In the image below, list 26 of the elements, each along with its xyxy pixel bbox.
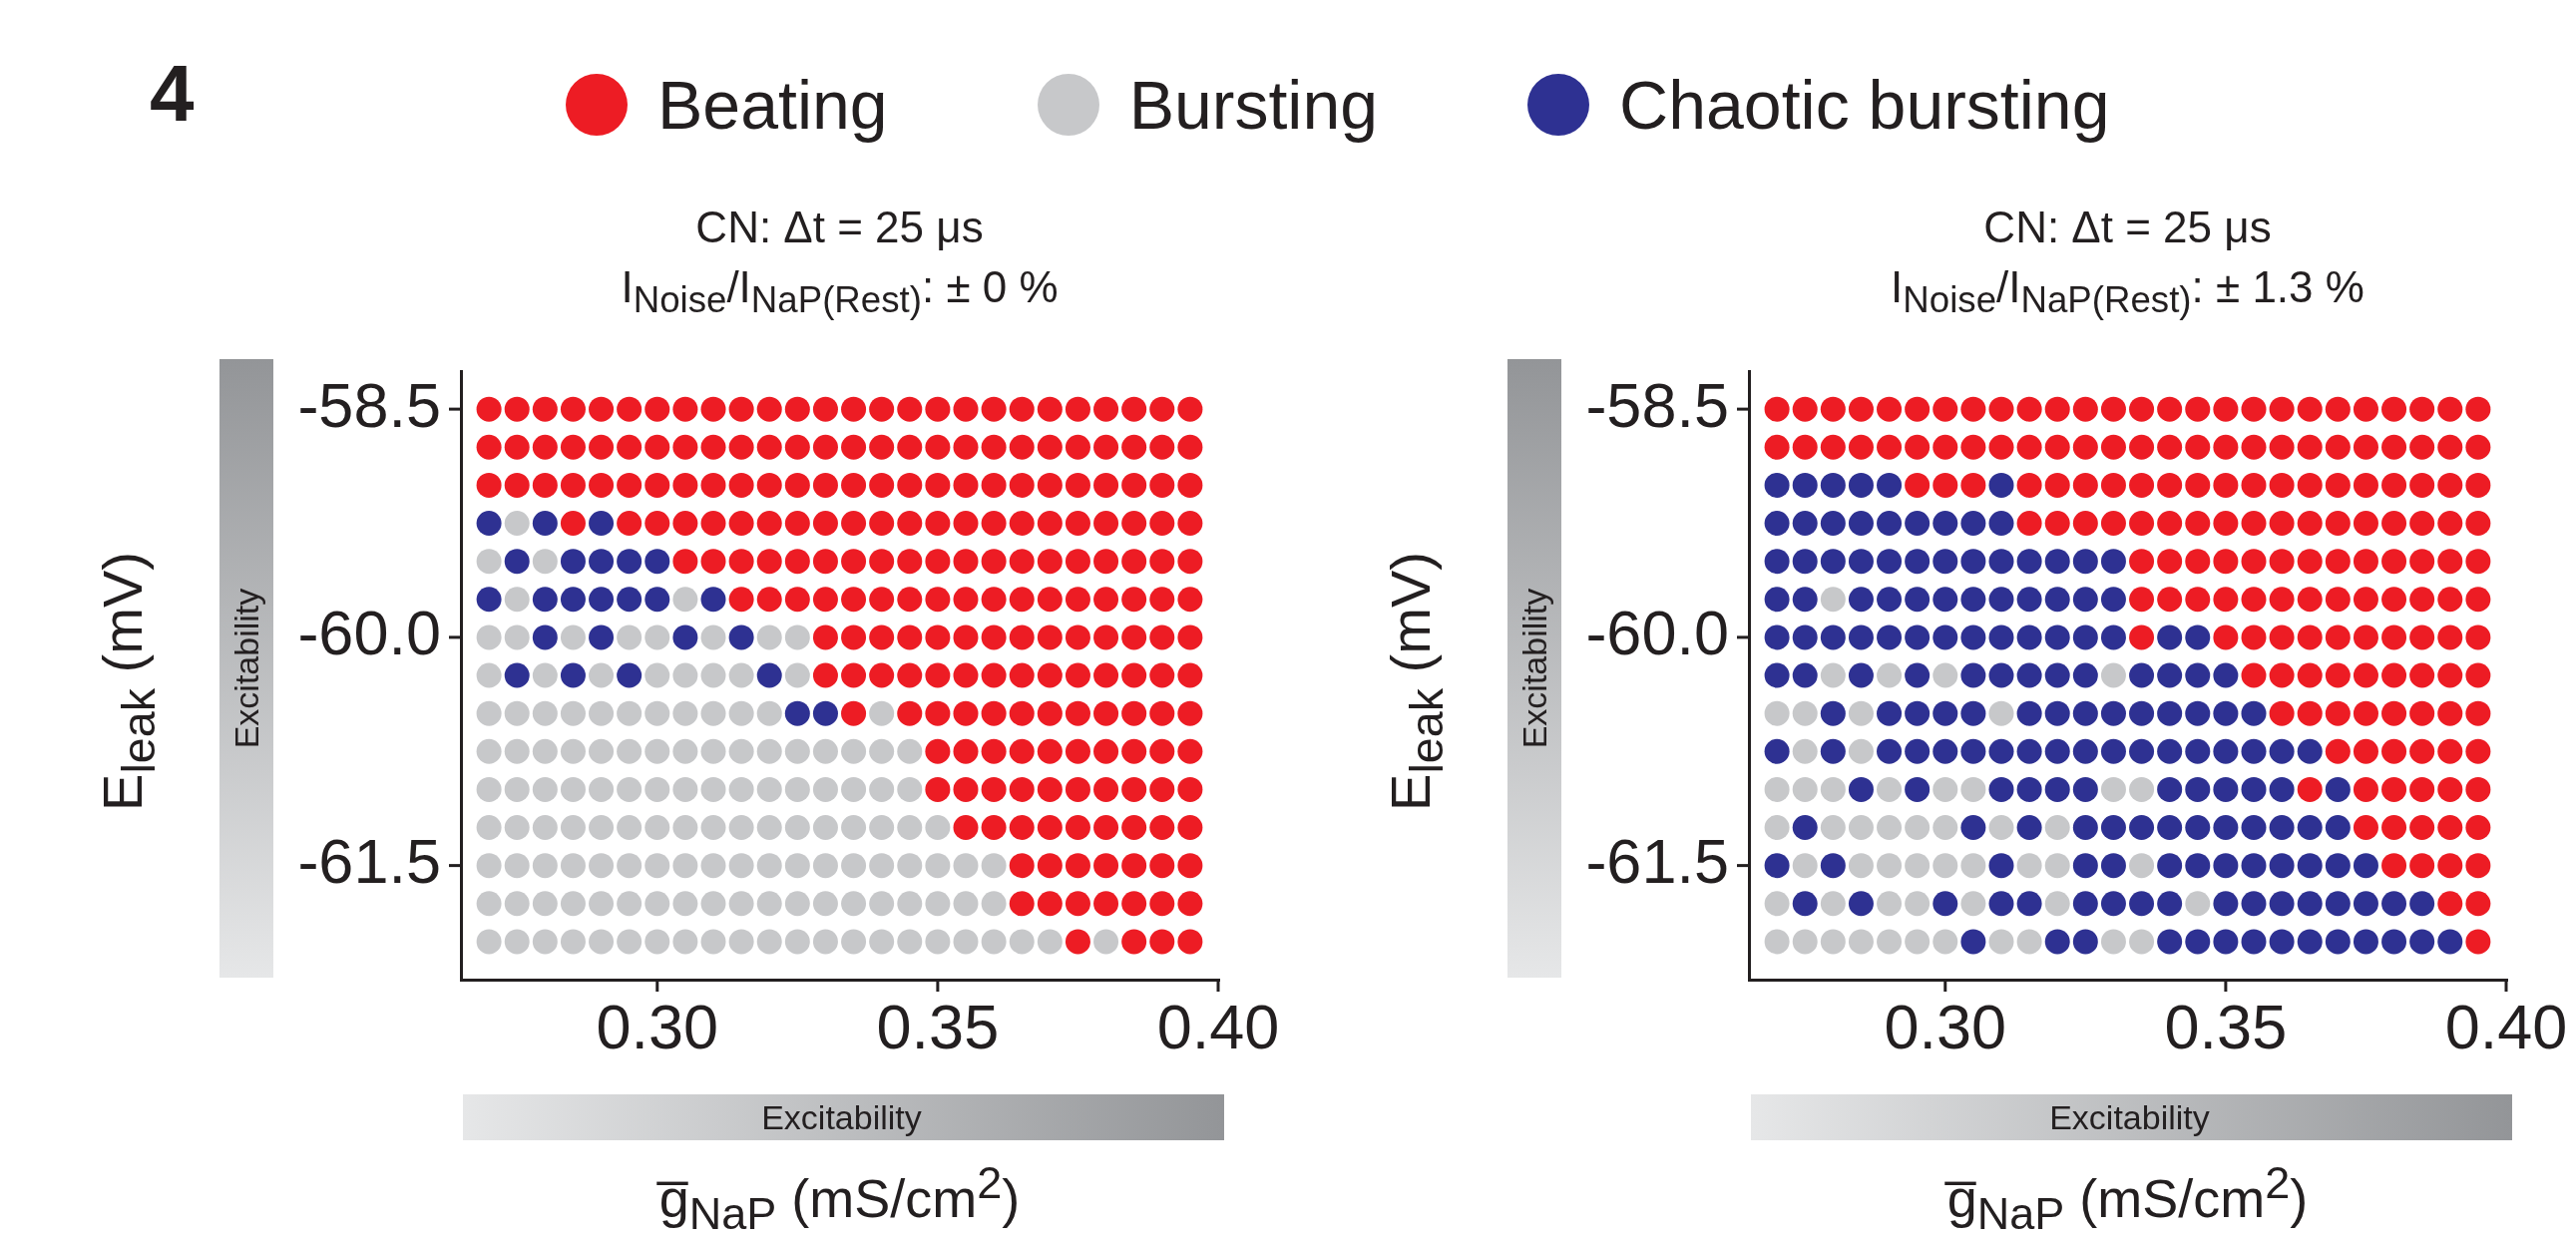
text: 4 [150, 48, 195, 140]
y-tick-label: -58.5 [1585, 369, 1729, 440]
text: Excitability [1514, 588, 1554, 749]
x-tick-label: 0.35 [2164, 991, 2288, 1061]
x-tick-label: 0.30 [1884, 991, 2007, 1061]
text: Excitability [2049, 1097, 2210, 1137]
y-tick-label: -60.0 [297, 598, 441, 668]
x-tick-label: 0.40 [2444, 991, 2568, 1061]
text: Excitability [761, 1097, 922, 1137]
chart-title: CN: Δt = 25 μs [695, 203, 984, 251]
chart-title: CN: Δt = 25 μs [1983, 203, 2272, 251]
legend-label: Bursting [1128, 66, 1379, 144]
chart-subtitle: I$_{Noise}$/I$_{NaP(Rest)}$: ± 0 % [621, 262, 1059, 320]
y-tick-label: -61.5 [1585, 826, 1729, 896]
y-tick-label: -60.0 [1585, 598, 1729, 668]
chart-subtitle: I$_{Noise}$/I$_{NaP(Rest)}$: ± 1.3 % [1891, 262, 2364, 320]
x-axis-title: g̅$_{NaP}$ (mS/cm$^{2}$) [658, 1157, 1021, 1240]
text: Excitability [226, 588, 266, 749]
legend-label: Beating [657, 66, 888, 144]
y-tick-label: -58.5 [297, 369, 441, 440]
x-tick-label: 0.35 [876, 991, 1000, 1061]
y-tick-label: -61.5 [297, 826, 441, 896]
x-axis-title: g̅$_{NaP}$ (mS/cm$^{2}$) [1946, 1157, 2309, 1240]
x-tick-label: 0.40 [1156, 991, 1280, 1061]
legend-label: Chaotic bursting [1619, 66, 2110, 144]
x-tick-label: 0.30 [596, 991, 719, 1061]
